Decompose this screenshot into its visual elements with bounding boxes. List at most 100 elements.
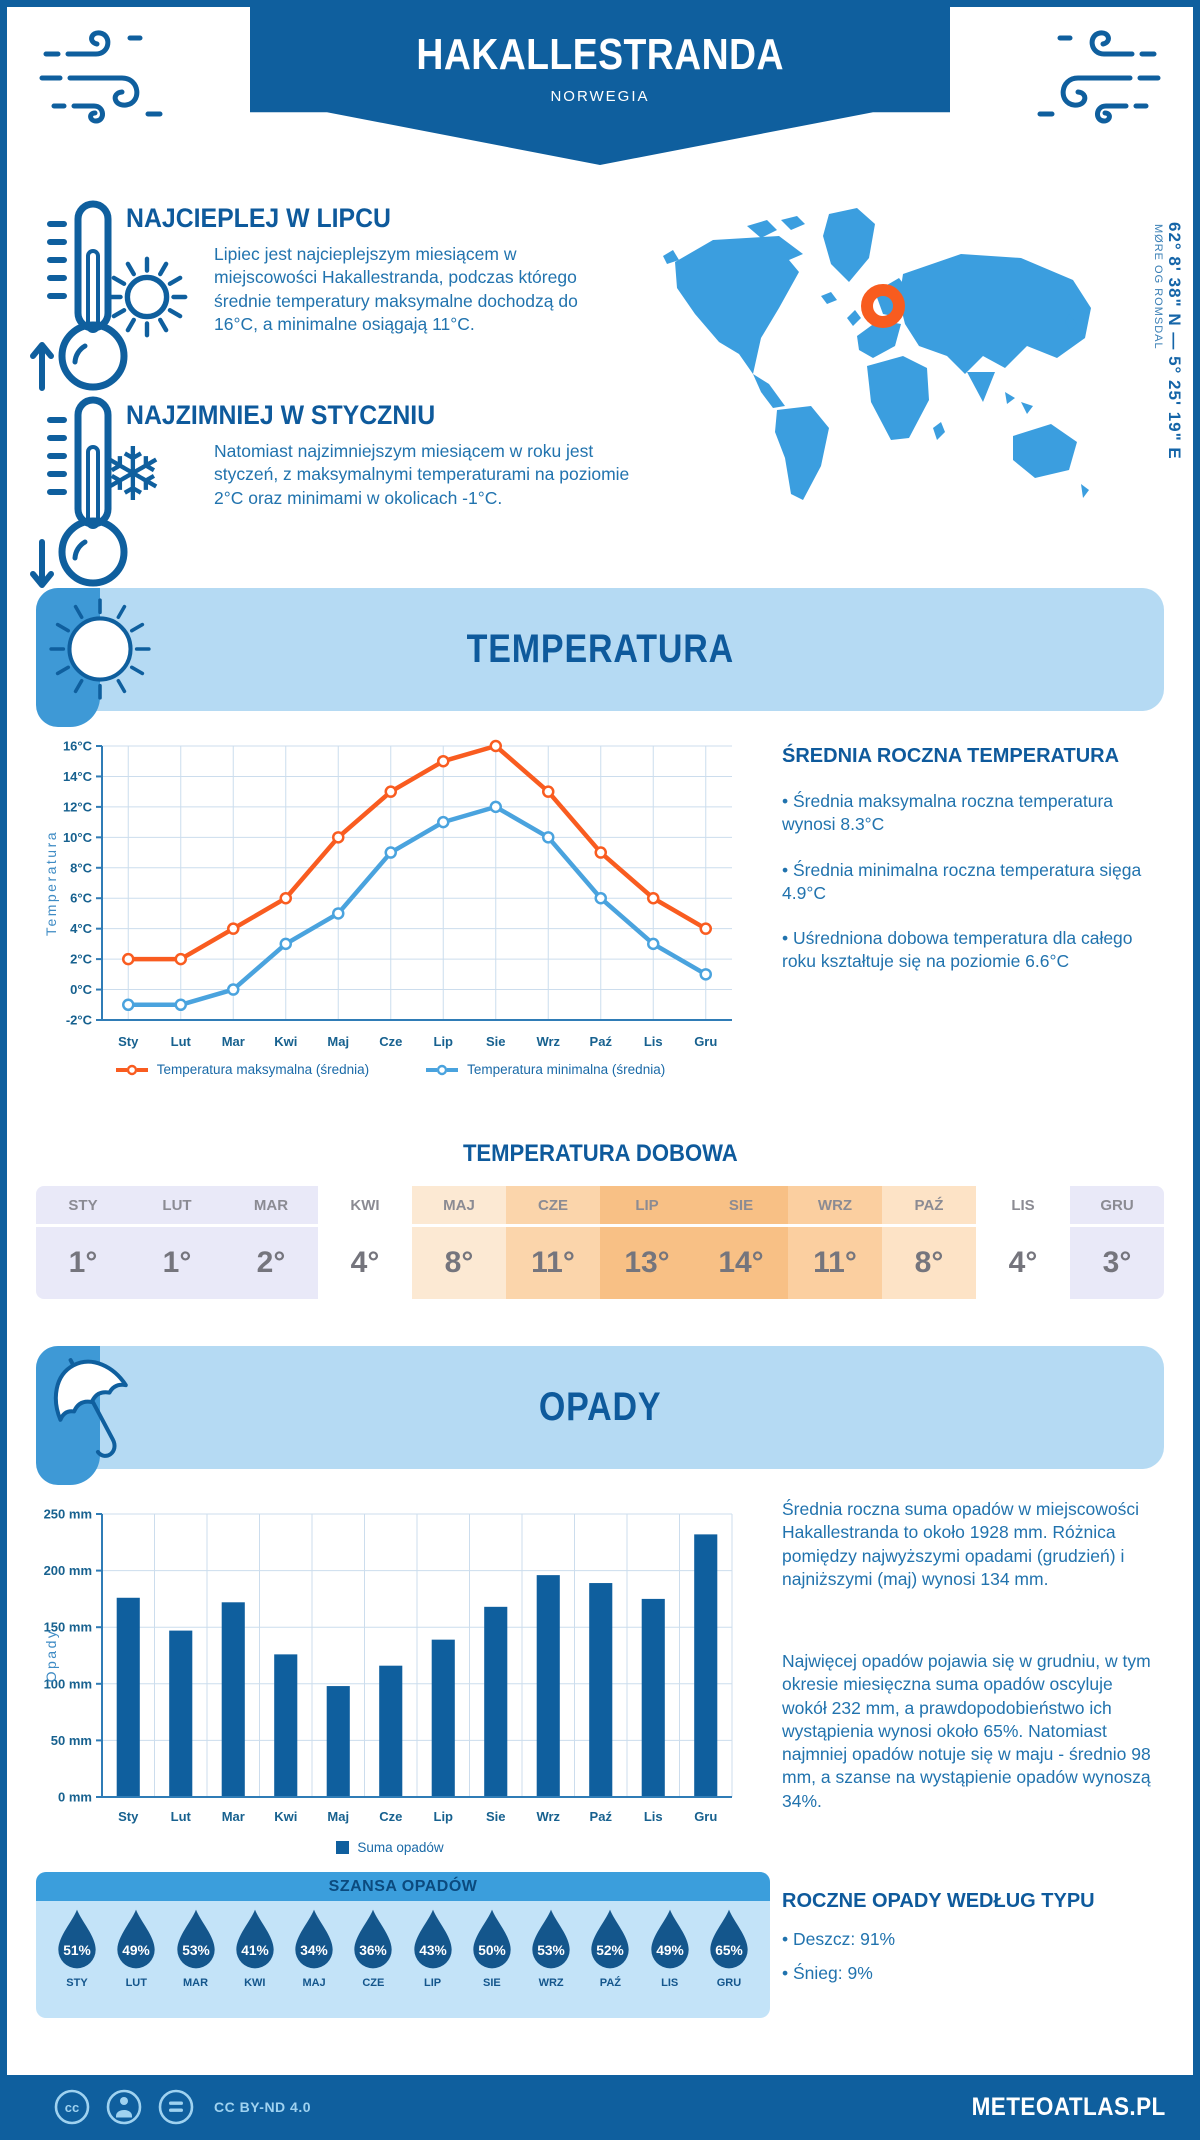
legend-item-max-temp: Temperatura maksymalna (średnia) bbox=[115, 1062, 369, 1077]
thermometer-up-icon bbox=[30, 200, 128, 391]
svg-text:Sie: Sie bbox=[486, 1034, 506, 1049]
svg-text:Gru: Gru bbox=[694, 1034, 717, 1049]
sun-icon bbox=[106, 256, 188, 338]
svg-text:Wrz: Wrz bbox=[536, 1034, 560, 1049]
svg-text:Maj: Maj bbox=[327, 1809, 349, 1824]
svg-text:Lip: Lip bbox=[434, 1809, 454, 1824]
raindrop-icon: 53% bbox=[176, 1909, 215, 1969]
svg-text:Mar: Mar bbox=[222, 1034, 245, 1049]
precip-chance-drop: 53% MAR bbox=[167, 1907, 225, 1989]
coldest-text: Natomiast najzimniejszym miesiącem w rok… bbox=[214, 441, 630, 508]
region-text: MØRE OG ROMSDAL bbox=[1152, 224, 1164, 350]
temperature-chart-legend: Temperatura maksymalna (średnia) Tempera… bbox=[40, 1062, 740, 1077]
square-swatch-icon bbox=[336, 1841, 350, 1854]
cc-icon: cc bbox=[54, 2089, 90, 2125]
brand-text: METEOATLAS.PL bbox=[971, 2093, 1166, 2121]
daily-temp-cell: KWI 4° bbox=[318, 1186, 412, 1299]
line-swatch-icon bbox=[426, 1064, 459, 1075]
daily-temp-cell: PAŹ 8° bbox=[882, 1186, 976, 1299]
svg-text:Temperatura: Temperatura bbox=[43, 830, 59, 936]
person-icon bbox=[106, 2089, 142, 2125]
license-block: cc CC BY-ND 4.0 bbox=[52, 2087, 311, 2127]
svg-text:Wrz: Wrz bbox=[536, 1809, 560, 1824]
precip-type-bullet: Śnieg: 9% bbox=[782, 1962, 1154, 1985]
legend-item-min-temp: Temperatura minimalna (średnia) bbox=[425, 1062, 665, 1077]
precip-chance-drop: 41% KWI bbox=[226, 1907, 284, 1989]
daily-temp-cell: CZE 11° bbox=[506, 1186, 600, 1299]
precip-chance-drop: 53% WRZ bbox=[522, 1907, 580, 1989]
svg-text:Lut: Lut bbox=[171, 1034, 192, 1049]
svg-text:0 mm: 0 mm bbox=[58, 1790, 92, 1805]
svg-text:Paź: Paź bbox=[590, 1809, 613, 1824]
license-text: CC BY-ND 4.0 bbox=[214, 2099, 312, 2115]
coordinates-block: 62° 8' 38" N — 5° 25' 19" E MØRE OG ROMS… bbox=[1152, 222, 1184, 460]
page-subtitle: NORWEGIA bbox=[550, 88, 650, 105]
svg-text:Mar: Mar bbox=[222, 1809, 245, 1824]
precip-chance-drops: 51% STY 49% LUT 53% MAR 41% KWI 34% MAJ 36% CZ… bbox=[36, 1901, 770, 1989]
precip-paragraph-2: Najwięcej opadów pojawia się w grudniu, … bbox=[782, 1651, 1151, 1811]
raindrop-icon: 36% bbox=[354, 1909, 392, 1969]
daily-temp-cell: WRZ 11° bbox=[788, 1186, 882, 1299]
wind-icon bbox=[39, 30, 163, 124]
precip-chance-drop: 51% STY bbox=[48, 1907, 106, 1989]
raindrop-icon: 49% bbox=[117, 1909, 155, 1969]
svg-text:Sty: Sty bbox=[118, 1034, 139, 1049]
location-marker bbox=[861, 284, 905, 328]
precip-chance-drop: 49% LUT bbox=[107, 1907, 165, 1989]
page-border-left bbox=[0, 0, 7, 2140]
legend-item-precip-sum: Suma opadów bbox=[336, 1840, 444, 1855]
svg-text:Cze: Cze bbox=[379, 1809, 402, 1824]
daily-temp-cell: LUT 1° bbox=[130, 1186, 224, 1299]
raindrop-icon: 43% bbox=[413, 1909, 452, 1969]
header-banner: HAKALLESTRANDA NORWEGIA bbox=[250, 0, 950, 165]
svg-text:Lip: Lip bbox=[434, 1034, 454, 1049]
sun-icon bbox=[49, 598, 151, 700]
equals-icon bbox=[158, 2089, 194, 2125]
snowflake-icon: ❄ bbox=[102, 433, 165, 516]
warmest-text: Lipiec jest najcieplejszym miesiącem w m… bbox=[214, 244, 578, 334]
svg-text:Lis: Lis bbox=[644, 1809, 663, 1824]
precip-chance-drop: 52% PAŹ bbox=[581, 1907, 639, 1989]
svg-text:10°C: 10°C bbox=[63, 830, 93, 845]
svg-text:16°C: 16°C bbox=[63, 739, 93, 754]
svg-text:43%: 43% bbox=[419, 1943, 447, 1958]
daily-temp-cell: STY 1° bbox=[36, 1186, 130, 1299]
svg-text:4°C: 4°C bbox=[70, 921, 92, 936]
annual-temp-bullet: Średnia minimalna roczna temperatura się… bbox=[782, 859, 1150, 906]
svg-text:Lis: Lis bbox=[644, 1034, 663, 1049]
wind-icon bbox=[1037, 30, 1161, 124]
svg-text:Sie: Sie bbox=[486, 1809, 506, 1824]
daily-temp-cell: LIS 4° bbox=[976, 1186, 1070, 1299]
svg-text:50%: 50% bbox=[478, 1943, 506, 1958]
precip-chance-panel: SZANSA OPADÓW 51% STY 49% LUT 53% MAR 41% KW… bbox=[36, 1872, 770, 2018]
svg-text:0°C: 0°C bbox=[70, 982, 92, 997]
svg-text:12°C: 12°C bbox=[63, 799, 93, 814]
page-title: HAKALLESTRANDA bbox=[416, 30, 784, 79]
raindrop-icon: 53% bbox=[532, 1909, 570, 1969]
svg-text:Lut: Lut bbox=[171, 1809, 192, 1824]
precip-bar-chart: 0 mm 50 mm 100 mm 150 mm 200 mm 250 mm Sty Lut M… bbox=[43, 1507, 733, 1824]
raindrop-icon: 49% bbox=[650, 1909, 689, 1969]
precip-section-header: OPADY bbox=[36, 1346, 1164, 1485]
svg-text:51%: 51% bbox=[63, 1943, 91, 1958]
svg-text:50 mm: 50 mm bbox=[51, 1733, 92, 1748]
svg-text:36%: 36% bbox=[360, 1943, 388, 1958]
page-border-top bbox=[0, 0, 1200, 7]
precip-chance-drop: 49% LIS bbox=[641, 1907, 699, 1989]
svg-text:53%: 53% bbox=[537, 1943, 565, 1958]
annual-temp-bullet: Średnia maksymalna roczna temperatura wy… bbox=[782, 790, 1150, 837]
svg-text:14°C: 14°C bbox=[63, 769, 93, 784]
warmest-heading: NAJCIEPLEJ W LIPCU bbox=[126, 203, 392, 233]
daily-temp-heading: TEMPERATURA DOBOWA bbox=[462, 1140, 738, 1167]
coldest-heading: NAJZIMNIEJ W STYCZNIU bbox=[126, 400, 436, 430]
svg-text:Cze: Cze bbox=[379, 1034, 402, 1049]
temperature-section-title: TEMPERATURA bbox=[466, 627, 734, 671]
precip-type-bullet: Deszcz: 91% bbox=[782, 1928, 1154, 1951]
raindrop-icon: 41% bbox=[236, 1909, 274, 1969]
svg-text:150 mm: 150 mm bbox=[44, 1620, 92, 1635]
svg-text:49%: 49% bbox=[656, 1943, 684, 1958]
svg-text:6°C: 6°C bbox=[70, 891, 92, 906]
svg-text:53%: 53% bbox=[182, 1943, 210, 1958]
svg-text:52%: 52% bbox=[597, 1943, 625, 1958]
